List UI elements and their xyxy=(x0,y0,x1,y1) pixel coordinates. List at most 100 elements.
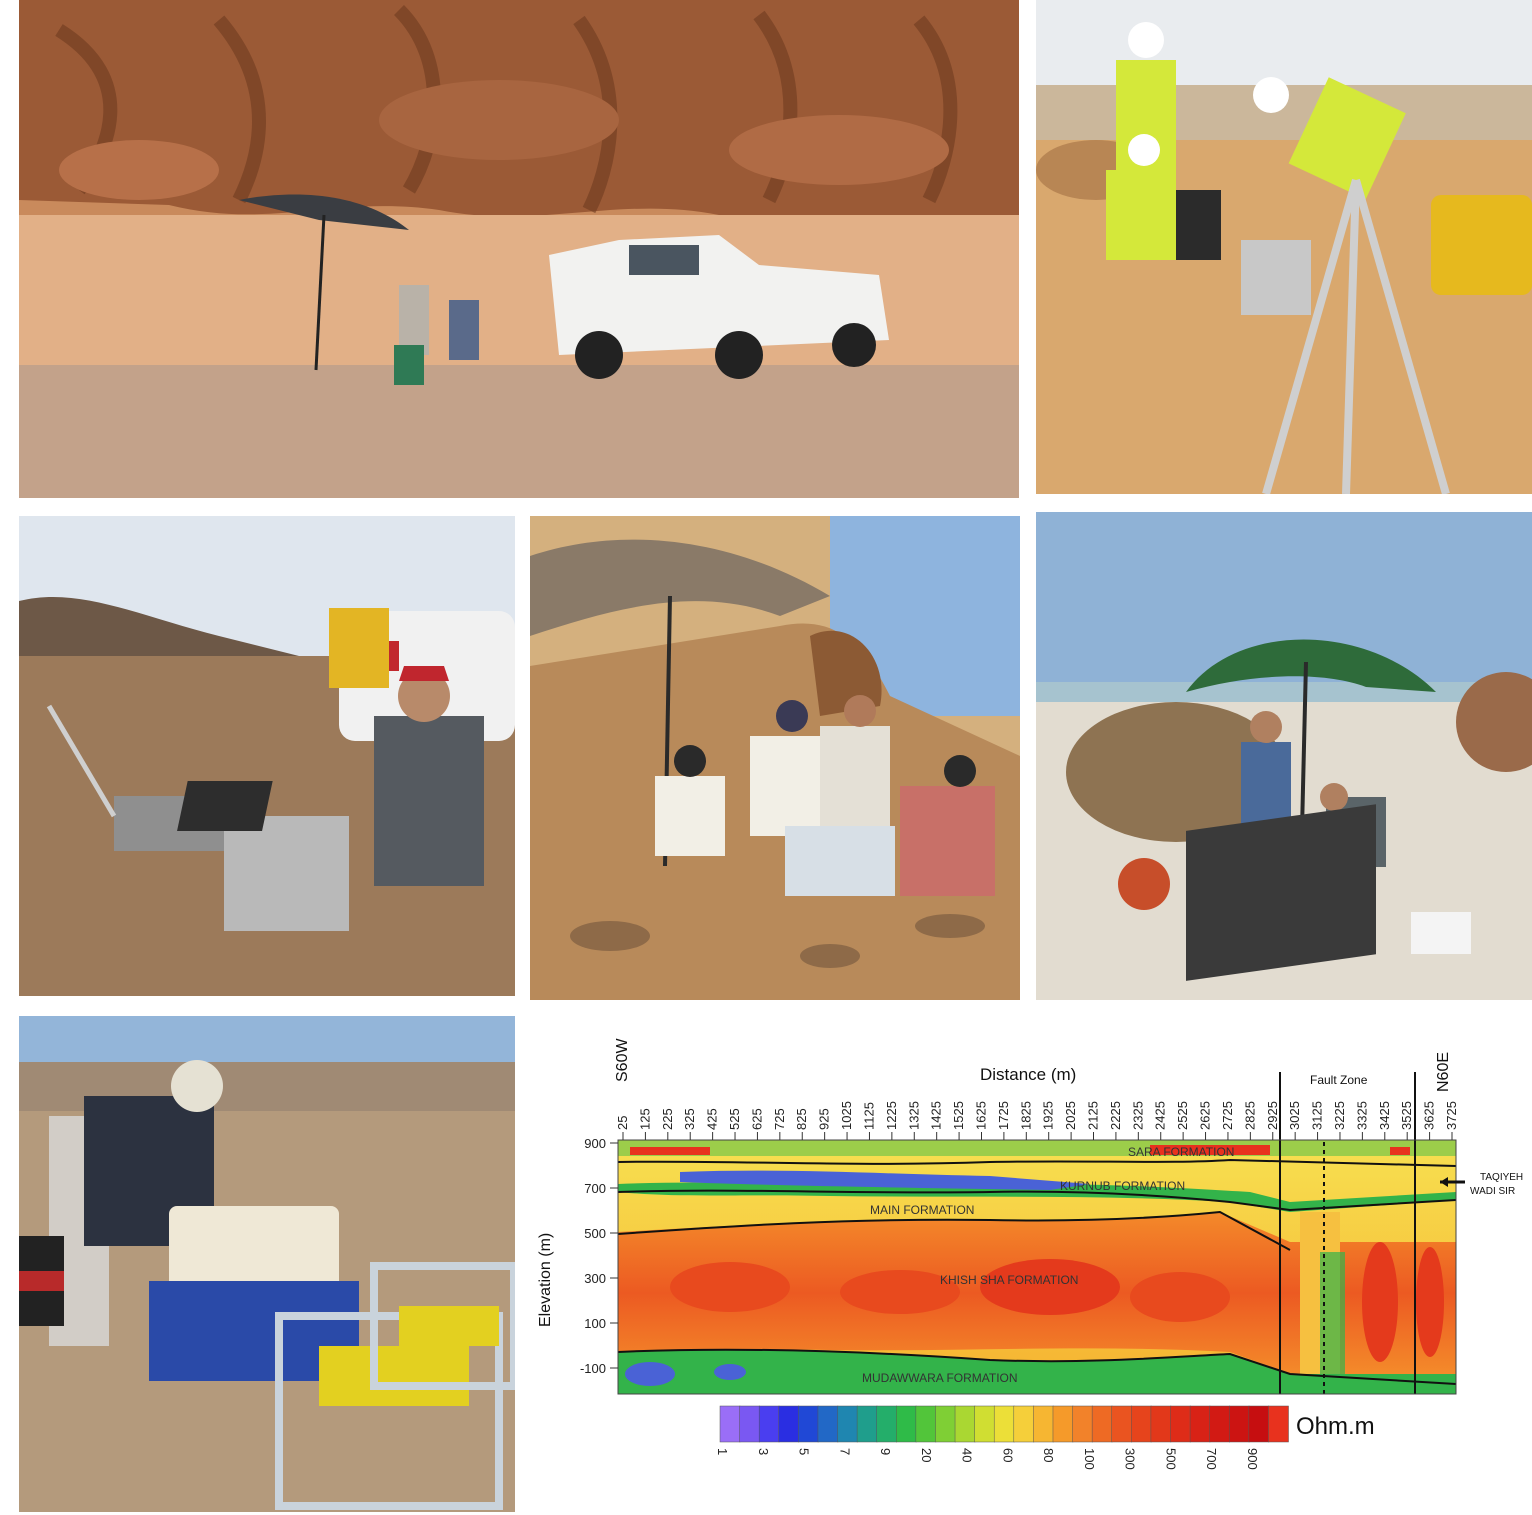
colorbar-swatch xyxy=(974,1405,995,1443)
elevation-tick-label: -100 xyxy=(580,1361,606,1376)
distance-tick-label: 3625 xyxy=(1422,1101,1437,1130)
colorbar-swatch xyxy=(993,1405,1015,1443)
colorbar-tick-label: 900 xyxy=(1245,1448,1260,1470)
colorbar-tick-label: 500 xyxy=(1163,1448,1178,1470)
colorbar-swatch xyxy=(778,1405,800,1443)
distance-tick-label: 25 xyxy=(615,1116,630,1130)
distance-tick-label: 2225 xyxy=(1108,1101,1123,1130)
colorbar-swatch xyxy=(1072,1405,1093,1443)
right-annotation-line2: WADI SIR xyxy=(1470,1186,1515,1197)
label-main-formation: MAIN FORMATION xyxy=(870,1203,974,1217)
colorbar-tick-label: 100 xyxy=(1082,1448,1097,1470)
photo-field-camp xyxy=(19,0,1019,498)
fault-zone-label: Fault Zone xyxy=(1310,1073,1368,1087)
colorbar-swatch xyxy=(954,1405,976,1443)
distance-tick-label: 225 xyxy=(660,1108,675,1130)
colorbar-tick-label: 20 xyxy=(919,1448,934,1462)
distance-tick-label: 2325 xyxy=(1130,1101,1145,1130)
colorbar-tick-label: 300 xyxy=(1123,1448,1138,1470)
annotation-arrowhead xyxy=(1440,1177,1448,1187)
distance-tick-label: 2025 xyxy=(1063,1101,1078,1130)
photo-crew-under-umbrella xyxy=(530,516,1020,1000)
distance-tick-label: 525 xyxy=(727,1108,742,1130)
distance-tick-label: 1325 xyxy=(906,1101,921,1130)
colorbar-tick-label: 80 xyxy=(1041,1448,1056,1462)
distance-tick-label: 3725 xyxy=(1444,1101,1459,1130)
colorbar-swatch xyxy=(817,1405,839,1443)
distance-tick-label: 925 xyxy=(817,1108,832,1130)
distance-tick-labels: 25 125 225 325 425 525 625 725 825 925 1025 1125 122… xyxy=(615,1101,1459,1140)
colorbar-swatch xyxy=(935,1405,956,1443)
photo-operator-laptop xyxy=(19,516,515,996)
direction-left-label: S60W xyxy=(614,1038,631,1082)
colorbar-swatch xyxy=(837,1405,858,1443)
colorbar-swatch xyxy=(915,1405,937,1443)
distance-tick-label: 1025 xyxy=(839,1101,854,1130)
label-sara-formation: SARA FORMATION xyxy=(1128,1145,1234,1159)
colorbar-swatch xyxy=(1248,1405,1270,1443)
distance-tick-label: 3225 xyxy=(1332,1101,1347,1130)
distance-tick-label: 2725 xyxy=(1220,1101,1235,1130)
colorbar-tick-label: 5 xyxy=(797,1448,812,1455)
colorbar-swatch xyxy=(1209,1405,1230,1443)
distance-tick-label: 725 xyxy=(772,1108,787,1130)
elevation-tick-label: 500 xyxy=(584,1226,606,1241)
colorbar-tick-label: 700 xyxy=(1204,1448,1219,1470)
distance-tick-label: 2825 xyxy=(1242,1101,1257,1130)
distance-tick-label: 825 xyxy=(794,1108,809,1130)
colorbar-swatch xyxy=(1052,1405,1074,1443)
colorbar-swatch xyxy=(798,1405,819,1443)
photo-green-umbrella xyxy=(1036,512,1532,1000)
distance-tick-label: 2525 xyxy=(1175,1101,1190,1130)
colorbar-swatch xyxy=(1131,1405,1152,1443)
colorbar-swatch xyxy=(896,1405,917,1443)
resistivity-section-figure: S60W N60E Distance (m) Fault Zone Elevat… xyxy=(530,1012,1532,1512)
distance-tick-label: 1625 xyxy=(973,1101,988,1130)
right-annotation-line1: TAQIYEH xyxy=(1480,1172,1523,1183)
colorbar-swatch xyxy=(876,1405,898,1443)
distance-tick-label: 3425 xyxy=(1377,1101,1392,1130)
label-khisha-formation: KHISH SHA FORMATION xyxy=(940,1273,1078,1287)
colorbar xyxy=(719,1405,1289,1443)
direction-right-label: N60E xyxy=(1435,1052,1452,1092)
section-plot-area xyxy=(617,1072,1457,1395)
distance-tick-label: 2125 xyxy=(1086,1101,1101,1130)
colorbar-unit-label: Ohm.m xyxy=(1296,1413,1375,1440)
label-mudawwara-formation: MUDAWWARA FORMATION xyxy=(862,1371,1018,1385)
colorbar-swatch xyxy=(1268,1405,1289,1443)
distance-axis-title: Distance (m) xyxy=(980,1065,1076,1084)
label-kurnub-formation: KURNUB FORMATION xyxy=(1060,1179,1185,1193)
distance-tick-label: 1225 xyxy=(884,1101,899,1130)
colorbar-swatch xyxy=(1013,1405,1035,1443)
elevation-tick-label: 700 xyxy=(584,1181,606,1196)
colorbar-swatch xyxy=(1091,1405,1113,1443)
colorbar-tick-label: 3 xyxy=(756,1448,771,1455)
colorbar-swatch xyxy=(1189,1405,1211,1443)
distance-tick-label: 125 xyxy=(637,1108,652,1130)
colorbar-tick-label: 40 xyxy=(960,1448,975,1462)
colorbar-swatch xyxy=(1111,1405,1133,1443)
distance-tick-label: 3325 xyxy=(1354,1101,1369,1130)
colorbar-swatch xyxy=(1228,1405,1250,1443)
elevation-tick-label: 900 xyxy=(584,1136,606,1151)
colorbar-swatch xyxy=(1150,1405,1172,1443)
distance-tick-label: 1825 xyxy=(1018,1101,1033,1130)
colorbar-tick-label: 1 xyxy=(715,1448,730,1455)
distance-tick-label: 325 xyxy=(682,1108,697,1130)
elevation-tick-label: 300 xyxy=(584,1271,606,1286)
distance-tick-label: 625 xyxy=(749,1108,764,1130)
resistivity-section-svg: S60W N60E Distance (m) Fault Zone Elevat… xyxy=(537,1038,1523,1470)
colorbar-tick-labels: 1 3 5 7 9 20 40 60 80 100 300 500 700 900 xyxy=(715,1448,1260,1470)
distance-tick-label: 2925 xyxy=(1265,1101,1280,1130)
distance-tick-label: 3125 xyxy=(1310,1101,1325,1130)
colorbar-swatch xyxy=(1170,1405,1191,1443)
distance-tick-label: 1925 xyxy=(1041,1101,1056,1130)
distance-tick-label: 1725 xyxy=(996,1101,1011,1130)
colorbar-swatch xyxy=(856,1405,878,1443)
distance-tick-label: 2625 xyxy=(1198,1101,1213,1130)
colorbar-tick-label: 7 xyxy=(837,1448,852,1455)
distance-tick-label: 1425 xyxy=(929,1101,944,1130)
distance-tick-label: 3525 xyxy=(1399,1101,1414,1130)
distance-tick-label: 1525 xyxy=(951,1101,966,1130)
distance-tick-label: 3025 xyxy=(1287,1101,1302,1130)
